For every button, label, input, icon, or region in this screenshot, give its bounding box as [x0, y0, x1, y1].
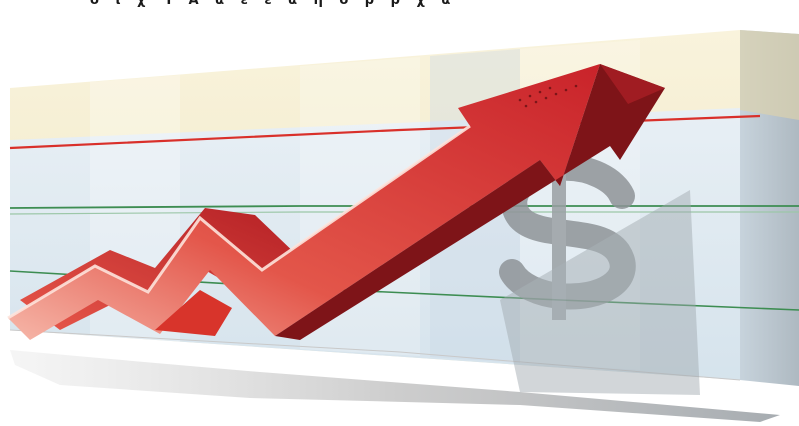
rising-arrow-icon: [7, 64, 665, 340]
cropped-top-text: ὃ ῖ χ Ἴ Ἆ ἃ ὲ ἓ ἅ ἡ ο ρ ρ χ ἃ: [90, 0, 457, 8]
dollar-sign-icon: [499, 150, 700, 395]
floor-shadow: [10, 350, 780, 422]
panel-side-face: [740, 30, 799, 386]
